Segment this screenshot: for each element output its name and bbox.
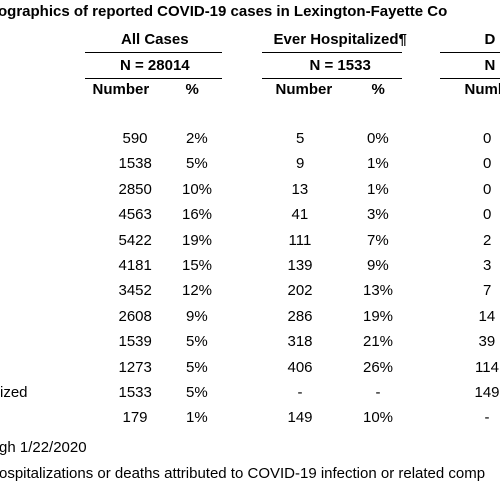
table-cell: 7 [483, 282, 492, 300]
header-rule [85, 78, 222, 79]
table-cell: 590 [122, 130, 148, 147]
header-rule [262, 78, 402, 79]
column-header: Number [275, 81, 333, 98]
group-count: N [484, 57, 496, 74]
table-cell: 286 [287, 307, 313, 325]
header-rule [440, 78, 500, 79]
table-cell: 5 [296, 130, 305, 147]
table-cell: 19% [363, 307, 394, 325]
table-cell: 149 [474, 384, 500, 401]
table-cell: 1538 [118, 155, 152, 173]
header-rule [262, 52, 402, 53]
header-rule [85, 52, 222, 53]
column-header: % [185, 81, 199, 98]
table-cell: 7% [367, 231, 389, 249]
table-cell: 9% [186, 307, 208, 325]
table-title: ographics of reported COVID-19 cases in … [0, 3, 448, 20]
table-cell: 114 [475, 358, 499, 376]
table-cell: 19% [182, 231, 213, 249]
table-cell: - [375, 384, 381, 401]
table-cell: 12% [182, 282, 213, 300]
group-header: D [484, 31, 496, 48]
table-cell: 9 [296, 155, 305, 173]
row-label: ized [0, 384, 28, 401]
table-cell: 1539 [118, 333, 152, 351]
table-cell: 0 [483, 130, 492, 147]
table-cell: 2850 [118, 180, 152, 198]
table-cell: 1273 [118, 358, 152, 376]
group-header: Ever Hospitalized¶ [273, 31, 407, 48]
table-cell: 1% [186, 409, 208, 427]
table-cell: 2 [483, 231, 492, 249]
table-cell: 5422 [118, 231, 152, 249]
table-cell: 10% [182, 180, 213, 198]
table-cell: 111 [288, 231, 312, 249]
table-cell: 1% [367, 180, 389, 198]
table-cell: 41 [291, 206, 309, 224]
table-cell: 202 [287, 282, 313, 300]
table-cell: 21% [363, 333, 394, 351]
table-cell: 10% [363, 409, 394, 427]
table-cell: 5% [186, 333, 208, 351]
table-cell: 13 [291, 180, 309, 198]
table-cell: 318 [287, 333, 313, 351]
table-cell: 0 [483, 155, 492, 173]
table-cell: 5% [186, 358, 208, 376]
footnote: gh 1/22/2020 [0, 439, 87, 456]
table-cell: 13% [363, 282, 394, 300]
table-cell: 1% [367, 155, 389, 173]
table-cell: 5% [186, 155, 208, 173]
table-cell: 1533 [118, 384, 152, 401]
table-cell: 3452 [118, 282, 152, 300]
table-cell: 0 [483, 206, 492, 224]
column-header: Numb [464, 81, 500, 98]
table-cell: 179 [122, 409, 148, 427]
table-cell: 15% [182, 257, 213, 274]
group-count: N = 1533 [309, 57, 371, 74]
table-cell: 16% [182, 206, 213, 224]
table-cell: 39 [478, 333, 496, 351]
table-cell: 14 [478, 307, 496, 325]
table-cell: 4563 [118, 206, 152, 224]
table-cell: 26% [363, 358, 394, 376]
group-header: All Cases [121, 31, 189, 48]
table-cell: 5% [186, 384, 208, 401]
table-cell: 0 [483, 180, 492, 198]
column-header: Number [92, 81, 150, 98]
table-cell: 139 [287, 257, 313, 274]
group-count: N = 28014 [120, 57, 190, 74]
table-cell: 3 [483, 257, 492, 274]
table-cell: - [484, 409, 490, 427]
table-cell: 149 [287, 409, 313, 427]
table-cell: 3% [367, 206, 389, 224]
table-cell: 2% [186, 130, 208, 147]
table-cell: 9% [367, 257, 389, 274]
table-cell: 4181 [118, 257, 152, 274]
footnote: ospitalizations or deaths attributed to … [0, 465, 486, 482]
table-cell: 406 [287, 358, 313, 376]
header-rule [440, 52, 500, 53]
table-cell: 2608 [118, 307, 152, 325]
column-header: % [371, 81, 385, 98]
table-cell: - [297, 384, 303, 401]
table-cell: 0% [367, 130, 389, 147]
